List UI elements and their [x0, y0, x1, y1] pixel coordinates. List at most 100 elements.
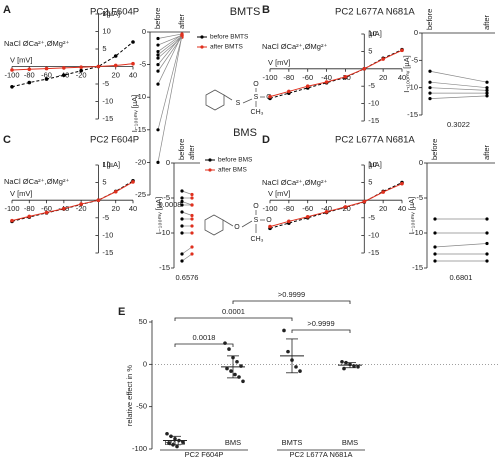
- y-tick-label: -15: [159, 263, 170, 272]
- iv-point: [400, 181, 404, 186]
- y-tick-label: 15: [102, 9, 110, 18]
- after-point: [485, 217, 489, 221]
- after-point: [485, 80, 489, 84]
- comparison-bracket: [232, 300, 351, 304]
- y-tick-label: -10: [368, 230, 379, 239]
- x-tick-label: -60: [41, 70, 52, 79]
- before-point: [156, 82, 160, 86]
- data-point: [356, 365, 360, 369]
- atom-label: CH₃: [251, 236, 264, 243]
- iv-point: [324, 80, 329, 84]
- iv-point: [324, 210, 329, 214]
- pair-line: [434, 243, 488, 248]
- before-point: [433, 259, 437, 263]
- p-value: 0.3022: [447, 120, 470, 129]
- atom-label: O: [253, 81, 259, 88]
- iv-point: [27, 67, 32, 72]
- x-axis-label: V [mV]: [10, 189, 33, 198]
- before-point: [156, 49, 160, 54]
- y-tick-label: 0: [414, 28, 418, 37]
- y-tick-label: -10: [102, 230, 113, 239]
- before-point: [433, 231, 437, 235]
- p-value: 0.6576: [176, 273, 199, 282]
- iv-point: [79, 65, 83, 69]
- y-tick-label: 10: [368, 160, 376, 169]
- y-tick-label: 0: [142, 27, 146, 36]
- y-tick-label: -5: [416, 193, 423, 202]
- after-point: [485, 231, 489, 235]
- atom-label: CH₃: [251, 109, 264, 116]
- pair-line: [181, 246, 193, 255]
- pair-line: [157, 34, 183, 52]
- iv-point: [62, 73, 66, 78]
- panel-title: PC2 F604P: [90, 135, 139, 146]
- before-point: [428, 80, 432, 84]
- bond: [242, 98, 253, 104]
- before-point: [156, 128, 160, 132]
- y-axis-label: I [µA]: [102, 9, 120, 18]
- pair-line: [429, 70, 488, 83]
- x-tick-label: -100: [4, 204, 19, 213]
- iv-point: [113, 54, 118, 58]
- category-label: before: [153, 8, 162, 29]
- iv-line: [11, 41, 134, 88]
- x-tick-label: 20: [379, 204, 387, 213]
- atom-label: S: [254, 94, 259, 101]
- benzene-ring: [204, 214, 224, 236]
- y-tick-label: -5: [411, 55, 418, 64]
- after-point: [190, 245, 194, 249]
- y-tick-label: -10: [368, 99, 379, 108]
- y-tick-label: 0: [143, 359, 147, 368]
- pair-line: [157, 35, 183, 65]
- y-tick-label: -15: [102, 114, 113, 123]
- x-tick-label: -100: [262, 204, 277, 213]
- category-label: after: [482, 144, 491, 160]
- before-point: [156, 63, 160, 67]
- y-axis-label: I₋₁₀₀ₘᵥ [µA]: [407, 197, 416, 234]
- y-tick-label: -5: [139, 60, 146, 69]
- iv-point: [268, 94, 272, 99]
- data-point: [342, 366, 346, 371]
- x-tick-label: 20: [112, 204, 120, 213]
- pair-line: [429, 81, 488, 89]
- before-point: [180, 199, 184, 204]
- data-point: [235, 359, 239, 364]
- legend-label: before BMTS: [210, 34, 249, 41]
- pair-line: [181, 201, 193, 206]
- iv-line: [11, 181, 134, 222]
- atom-label: O: [253, 203, 259, 210]
- y-tick-label: -25: [135, 190, 146, 199]
- category-label: BMS: [225, 438, 241, 447]
- data-point: [181, 440, 185, 445]
- category-label: before: [430, 139, 439, 160]
- after-point: [190, 224, 194, 228]
- y-tick-label: -15: [412, 263, 423, 272]
- panel-letter: E: [118, 306, 125, 318]
- x-tick-label: -80: [24, 204, 35, 213]
- panel-letter: B: [262, 4, 270, 16]
- after-point: [485, 252, 489, 256]
- y-tick-label: -5: [102, 213, 109, 222]
- data-point: [229, 369, 233, 373]
- x-tick-label: 20: [112, 70, 120, 79]
- category-label: BMS: [342, 438, 358, 447]
- x-tick-label: -40: [321, 73, 332, 82]
- iv-line: [269, 49, 403, 99]
- iv-point: [96, 64, 101, 69]
- x-tick-label: 40: [129, 70, 137, 79]
- comparison-label: >0.9999: [307, 319, 334, 328]
- data-point: [227, 347, 231, 351]
- pair-line: [181, 253, 193, 262]
- y-tick-label: -20: [135, 157, 146, 166]
- before-point: [180, 231, 184, 235]
- y-tick-label: 0: [419, 158, 423, 167]
- bond: [222, 219, 234, 227]
- y-axis-label: I₋₁₀₀ₘᵥ [µA]: [402, 55, 411, 92]
- iv-point: [27, 214, 32, 219]
- y-tick-label: -5: [163, 193, 170, 202]
- iv-point: [362, 67, 367, 71]
- group-label: PC2 L677A N681A: [290, 450, 353, 458]
- y-tick-label: -10: [102, 96, 113, 105]
- before-point: [433, 245, 437, 249]
- x-axis-label: V [mV]: [268, 189, 291, 198]
